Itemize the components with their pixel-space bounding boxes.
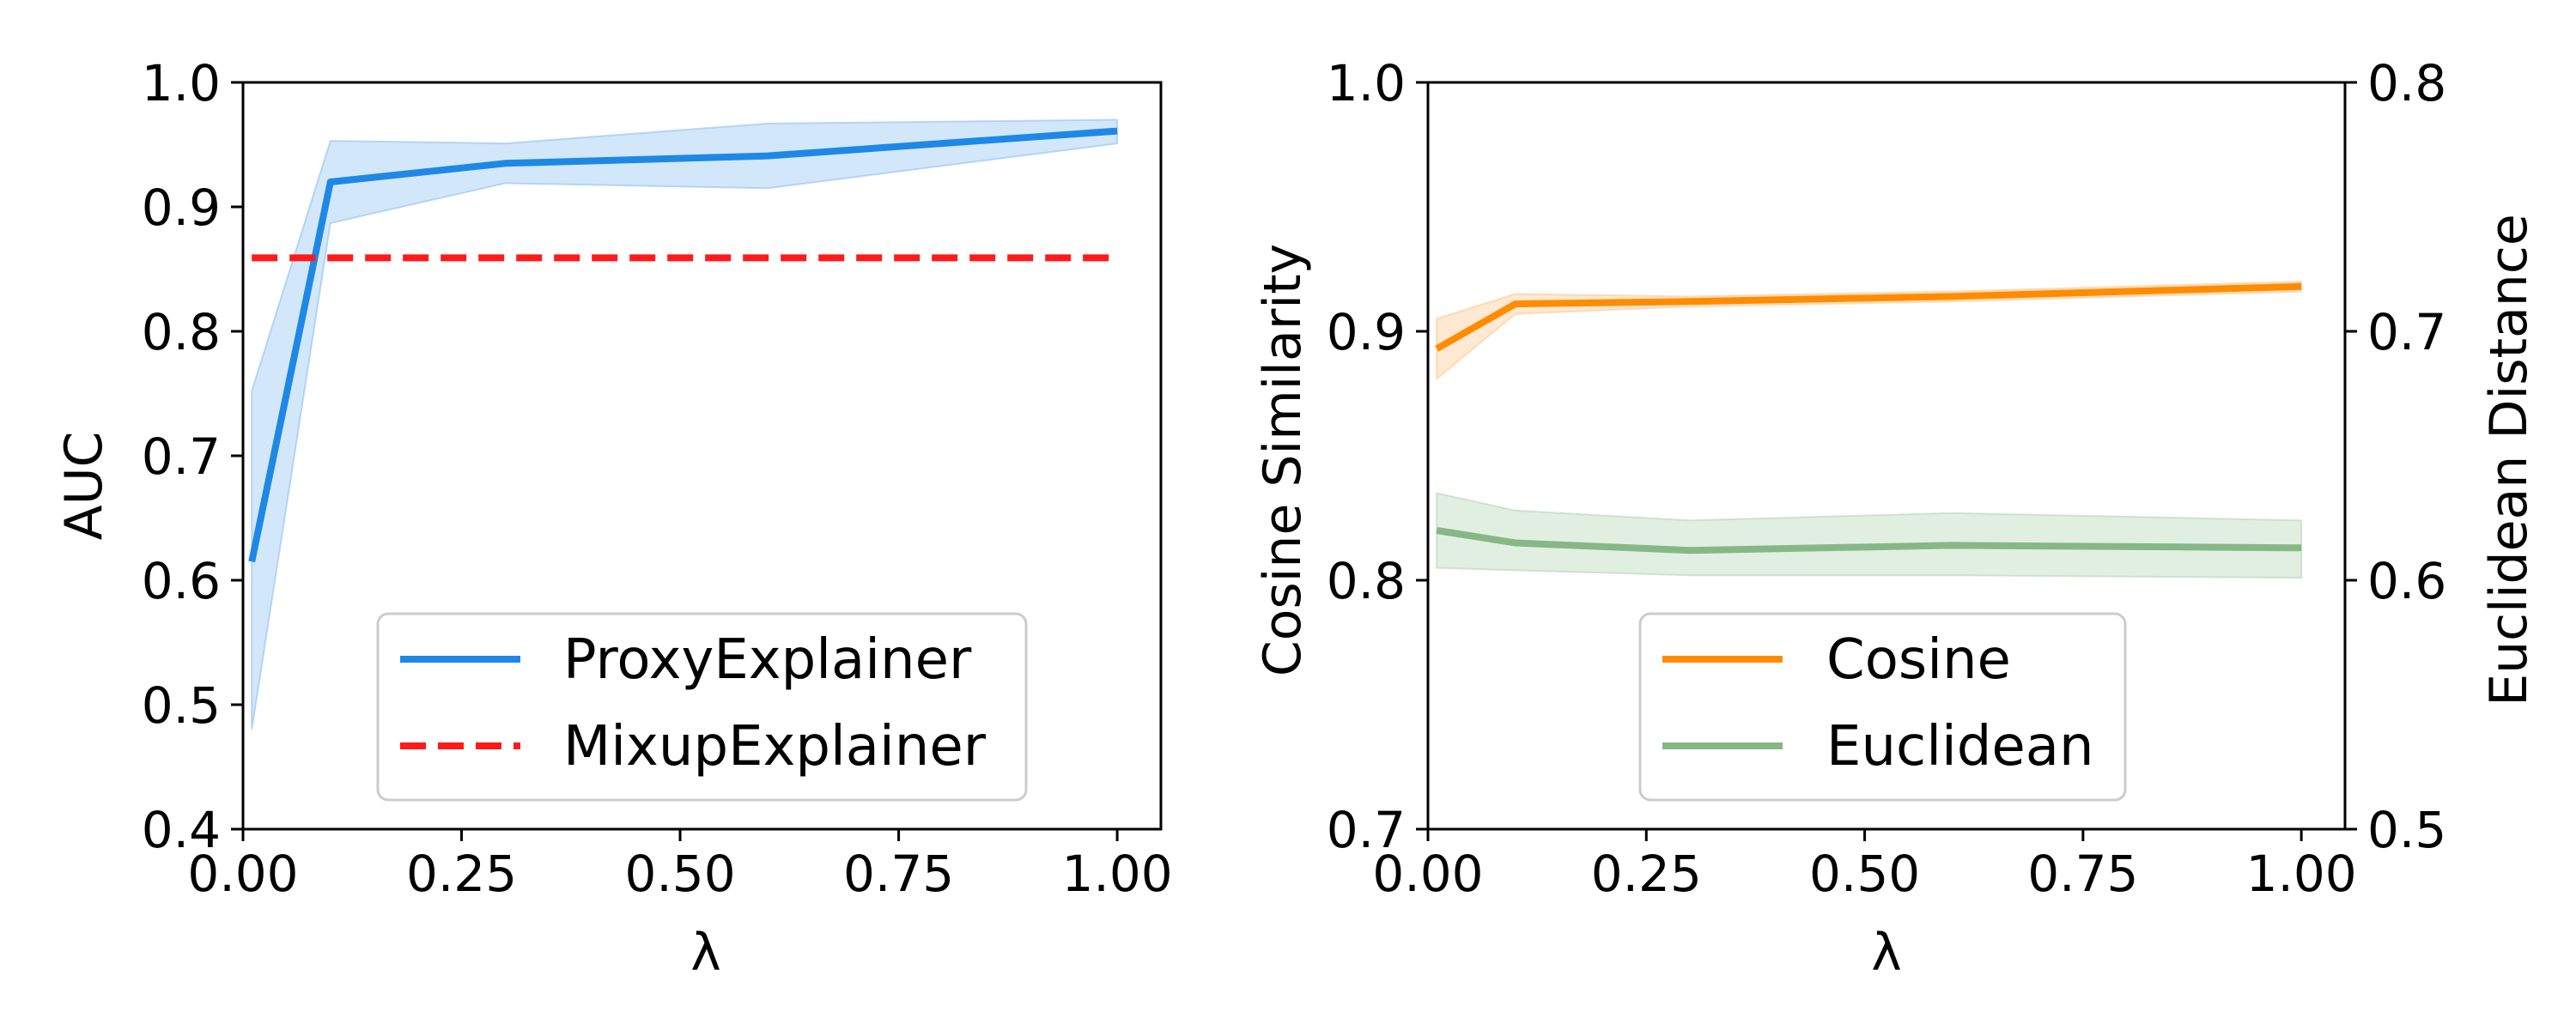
similarity-x-tick-label: 0.25 bbox=[1591, 845, 1702, 903]
auc-x-tick-label: 0.75 bbox=[843, 845, 954, 903]
auc-x-tick-label: 1.00 bbox=[1062, 845, 1173, 903]
euclidean-line bbox=[1436, 527, 2302, 554]
auc-x-axis-label: λ bbox=[690, 923, 721, 983]
auc-axes: 0.00 0.25 0.50 0.75 1.00 0.4 0.5 0.6 0.7 0.8 0.9 1.… bbox=[142, 54, 1173, 903]
similarity-bands bbox=[1436, 280, 2303, 579]
euclidean-confidence-band bbox=[1436, 492, 2303, 579]
similarity-y2-tick-label: 0.7 bbox=[2367, 303, 2446, 361]
similarity-plot-frame bbox=[1426, 81, 2347, 831]
cosine-line bbox=[1435, 282, 2302, 352]
similarity-y2-tick-label: 0.6 bbox=[2367, 552, 2446, 610]
legend-label-euclidean: Euclidean bbox=[1826, 715, 2094, 779]
similarity-lines bbox=[1435, 282, 2302, 554]
similarity-y-tick-label: 0.8 bbox=[1327, 552, 1406, 610]
similarity-x-tick-label: 1.00 bbox=[2246, 845, 2357, 903]
similarity-y2-tick-label: 0.5 bbox=[2367, 801, 2446, 859]
auc-y-tick-label: 0.7 bbox=[142, 427, 221, 486]
auc-y-tick-label: 0.8 bbox=[142, 303, 221, 361]
similarity-y-tick-label: 1.0 bbox=[1327, 54, 1406, 112]
auc-lines bbox=[248, 127, 1118, 563]
euclidean-y-axis-label: Euclidean Distance bbox=[2479, 214, 2539, 706]
auc-y-tick-label: 0.9 bbox=[142, 179, 221, 237]
proxyexplainer-line bbox=[248, 127, 1118, 563]
similarity-chart: 0.00 0.25 0.50 0.75 1.00 0.7 0.8 0.9 1.0 0.5 0.6 0.… bbox=[1253, 54, 2539, 983]
similarity-legend: Cosine Euclidean bbox=[1638, 612, 2127, 802]
auc-y-tick-label: 0.5 bbox=[142, 676, 221, 735]
similarity-axes: 0.00 0.25 0.50 0.75 1.00 0.7 0.8 0.9 1.0 0.5 0.6 0.… bbox=[1327, 54, 2447, 903]
similarity-x-tick-label: 0.00 bbox=[1372, 845, 1483, 903]
auc-x-tick-label: 0.50 bbox=[624, 845, 735, 903]
similarity-x-axis-label: λ bbox=[1871, 923, 1902, 983]
auc-chart: 0.00 0.25 0.50 0.75 1.00 0.4 0.5 0.6 0.7 0.8 0.9 1.… bbox=[54, 54, 1173, 983]
cosine-y-axis-label: Cosine Similarity bbox=[1253, 244, 1313, 676]
cosine-confidence-band bbox=[1436, 280, 2303, 381]
similarity-x-tick-label: 0.50 bbox=[1809, 845, 1920, 903]
similarity-y-tick-label: 0.7 bbox=[1327, 801, 1406, 859]
auc-y-tick-label: 1.0 bbox=[142, 54, 221, 112]
similarity-y-tick-label: 0.9 bbox=[1327, 303, 1406, 361]
legend-label-proxyexplainer: ProxyExplainer bbox=[563, 628, 972, 692]
auc-y-tick-label: 0.6 bbox=[142, 552, 221, 610]
auc-y-axis-label: AUC bbox=[54, 432, 114, 541]
auc-legend-box bbox=[376, 612, 1028, 802]
similarity-y2-tick-label: 0.8 bbox=[2367, 54, 2446, 112]
auc-x-tick-label: 0.25 bbox=[406, 845, 517, 903]
auc-x-tick-label: 0.00 bbox=[187, 845, 298, 903]
similarity-x-tick-label: 0.75 bbox=[2027, 845, 2138, 903]
legend-label-cosine: Cosine bbox=[1826, 628, 2011, 692]
auc-y-tick-label: 0.4 bbox=[142, 801, 221, 859]
legend-label-mixupexplainer: MixupExplainer bbox=[563, 715, 987, 779]
auc-legend: ProxyExplainer MixupExplainer bbox=[376, 612, 1028, 802]
